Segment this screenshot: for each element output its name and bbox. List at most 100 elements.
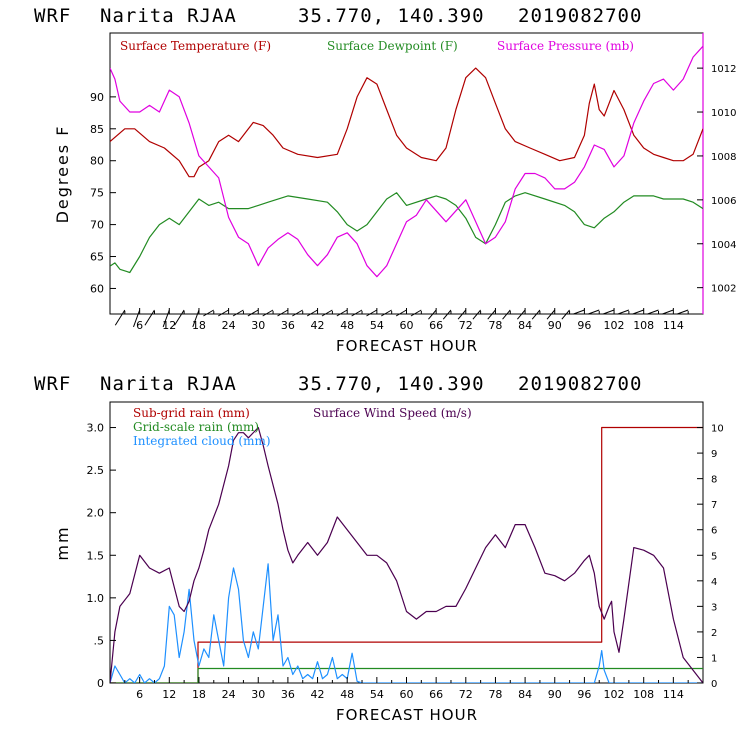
top-y-axis-label: Degrees F bbox=[53, 125, 72, 224]
bottom-y-axis-label: mm bbox=[53, 525, 72, 560]
x-tick-label: 114 bbox=[663, 319, 684, 332]
bottom-header-init: 2019082700 bbox=[518, 373, 642, 395]
temperature-panel: WRF Narita RJAA 35.770, 140.390 20190827… bbox=[34, 5, 736, 355]
x-tick-label: 12 bbox=[162, 319, 176, 332]
wind-barb bbox=[546, 309, 556, 320]
wind-barb bbox=[306, 309, 318, 317]
y-tick-label: .5 bbox=[94, 634, 105, 647]
wind-barb bbox=[162, 309, 170, 328]
y2-tick-label: 10 bbox=[711, 424, 724, 435]
wind-barb bbox=[502, 309, 511, 320]
wind-barb bbox=[410, 309, 422, 317]
series-surface-dewpoint-f bbox=[110, 192, 703, 274]
x-tick-label: 42 bbox=[311, 688, 325, 701]
y-tick-label: 65 bbox=[90, 251, 104, 264]
x-tick-label: 114 bbox=[663, 688, 684, 701]
wind-barb bbox=[144, 309, 155, 326]
x-tick-label: 96 bbox=[577, 319, 591, 332]
wind-barb bbox=[395, 309, 407, 317]
wind-barb bbox=[602, 309, 615, 315]
y-tick-label: 75 bbox=[90, 187, 104, 200]
y2-tick-label: 1002 bbox=[711, 284, 736, 295]
wind-barb bbox=[381, 309, 392, 317]
series-surface-temperature-f bbox=[110, 67, 703, 178]
wind-barb bbox=[442, 309, 452, 320]
x-tick-label: 18 bbox=[192, 319, 206, 332]
legend-wind-speed: Surface Wind Speed (m/s) bbox=[313, 406, 472, 420]
x-tick-label: 84 bbox=[518, 319, 532, 332]
y-tick-label: 2.0 bbox=[87, 507, 105, 520]
y-tick-label: 0 bbox=[97, 677, 104, 690]
x-tick-label: 96 bbox=[577, 688, 591, 701]
y-tick-label: 70 bbox=[90, 219, 104, 232]
x-tick-label: 108 bbox=[633, 688, 654, 701]
y2-tick-label: 1008 bbox=[711, 152, 736, 163]
y2-tick-label: 4 bbox=[711, 577, 717, 588]
top-header-coords: 35.770, 140.390 bbox=[298, 5, 485, 27]
x-tick-label: 6 bbox=[136, 319, 143, 332]
x-tick-label: 60 bbox=[400, 319, 414, 332]
wind-barb bbox=[217, 309, 229, 317]
legend-integrated-cloud: Integrated cloud (mm) bbox=[133, 434, 271, 448]
top-header-init: 2019082700 bbox=[518, 5, 642, 27]
wind-barb bbox=[472, 309, 482, 320]
wind-barb bbox=[321, 309, 333, 317]
y2-tick-label: 5 bbox=[711, 551, 717, 562]
wind-barb bbox=[632, 309, 644, 315]
bottom-x-axis-label: FORECAST HOUR bbox=[336, 706, 478, 724]
x-tick-label: 102 bbox=[604, 688, 625, 701]
x-tick-label: 42 bbox=[311, 319, 325, 332]
x-tick-label: 54 bbox=[370, 688, 384, 701]
series-integrated-cloud-mm bbox=[110, 563, 703, 683]
wind-barb bbox=[661, 309, 674, 315]
x-tick-label: 102 bbox=[604, 319, 625, 332]
wind-barb bbox=[366, 309, 378, 317]
series-sub-grid-rain-mm bbox=[110, 426, 703, 683]
series-grid-scale-rain-mm bbox=[110, 667, 703, 683]
bottom-header-station: Narita RJAA bbox=[100, 373, 237, 395]
y2-tick-label: 7 bbox=[711, 500, 717, 511]
x-tick-label: 6 bbox=[136, 688, 143, 701]
x-tick-label: 24 bbox=[222, 688, 236, 701]
bottom-header-coords: 35.770, 140.390 bbox=[298, 373, 485, 395]
wind-barb bbox=[292, 309, 303, 317]
y2-tick-label: 1 bbox=[711, 653, 717, 664]
precipitation-panel: WRF Narita RJAA 35.770, 140.390 20190827… bbox=[34, 373, 724, 724]
y-tick-label: 3.0 bbox=[87, 422, 105, 435]
x-tick-label: 90 bbox=[548, 688, 562, 701]
y2-tick-label: 1012 bbox=[711, 64, 736, 75]
legend-temperature: Surface Temperature (F) bbox=[120, 39, 271, 53]
x-tick-label: 18 bbox=[192, 688, 206, 701]
series-surface-pressure-mb bbox=[110, 45, 703, 278]
x-tick-label: 66 bbox=[429, 688, 443, 701]
y2-tick-label: 0 bbox=[711, 679, 717, 690]
y-tick-label: 2.5 bbox=[87, 464, 105, 477]
x-tick-label: 12 bbox=[162, 688, 176, 701]
wind-barb bbox=[572, 309, 585, 315]
y-tick-label: 90 bbox=[90, 91, 104, 104]
x-tick-label: 108 bbox=[633, 319, 654, 332]
y2-tick-label: 2 bbox=[711, 628, 717, 639]
wind-barb bbox=[247, 309, 259, 317]
wind-barb bbox=[517, 309, 526, 320]
y-tick-label: 1.0 bbox=[87, 592, 105, 605]
y-tick-label: 1.5 bbox=[87, 549, 105, 562]
wind-barb bbox=[487, 309, 496, 320]
wind-barb bbox=[336, 309, 348, 317]
wind-barb bbox=[351, 309, 363, 317]
legend-gridscale-rain: Grid-scale rain (mm) bbox=[133, 420, 259, 434]
y2-tick-label: 6 bbox=[711, 526, 717, 537]
wind-barb bbox=[232, 309, 244, 317]
wind-barb bbox=[676, 309, 689, 315]
top-header-model: WRF bbox=[34, 5, 71, 27]
x-tick-label: 72 bbox=[459, 319, 473, 332]
x-tick-label: 84 bbox=[518, 688, 532, 701]
top-plot-frame bbox=[109, 32, 704, 315]
wind-barb bbox=[262, 309, 274, 317]
x-tick-label: 24 bbox=[222, 319, 236, 332]
x-tick-label: 48 bbox=[340, 688, 354, 701]
x-tick-label: 54 bbox=[370, 319, 384, 332]
wind-barb bbox=[277, 309, 289, 317]
x-tick-label: 78 bbox=[488, 688, 502, 701]
top-header-station: Narita RJAA bbox=[100, 5, 237, 27]
